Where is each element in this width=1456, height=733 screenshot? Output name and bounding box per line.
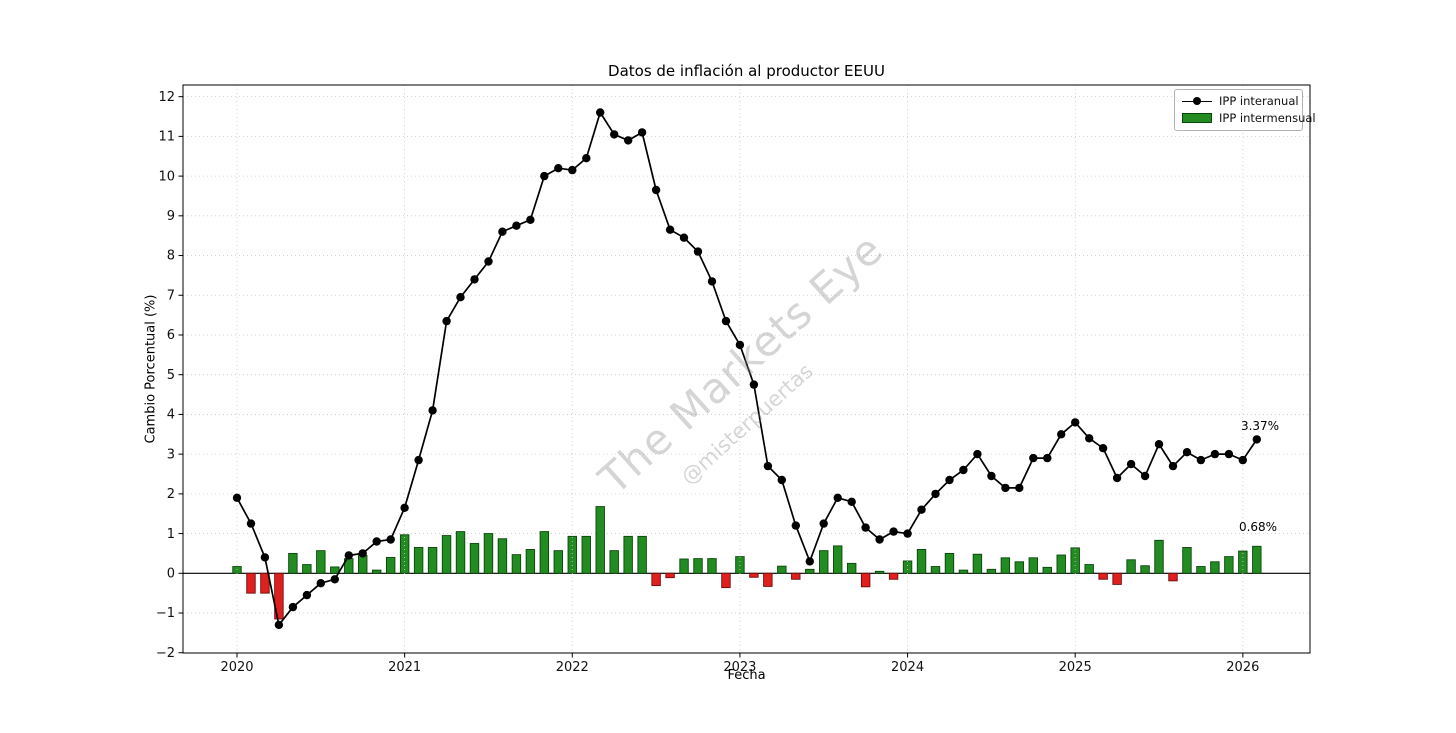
- svg-text:9: 9: [167, 209, 175, 224]
- svg-text:6: 6: [167, 328, 175, 343]
- svg-text:−1: −1: [156, 606, 175, 621]
- svg-text:2024: 2024: [891, 660, 924, 675]
- svg-text:10: 10: [158, 169, 175, 184]
- legend-item-interanual: IPP interanual: [1182, 94, 1299, 108]
- annotation-bar-last-value: 0.68%: [1238, 520, 1278, 534]
- svg-text:5: 5: [167, 368, 175, 383]
- legend: IPP interanual IPP intermensual: [1174, 89, 1316, 131]
- chart-title: Datos de inflación al productor EEUU: [608, 62, 885, 80]
- svg-text:−2: −2: [156, 646, 175, 661]
- svg-text:12: 12: [158, 90, 175, 105]
- svg-text:2021: 2021: [388, 660, 421, 675]
- svg-text:2026: 2026: [1226, 660, 1259, 675]
- svg-text:2025: 2025: [1059, 660, 1092, 675]
- annotation-line-last-value: 3.37%: [1240, 419, 1280, 433]
- svg-text:4: 4: [167, 408, 175, 423]
- legend-label-interanual: IPP interanual: [1219, 94, 1299, 108]
- svg-text:11: 11: [158, 130, 175, 145]
- svg-text:8: 8: [167, 249, 175, 264]
- legend-label-intermensual: IPP intermensual: [1219, 111, 1316, 125]
- svg-text:1: 1: [167, 527, 175, 542]
- svg-text:7: 7: [167, 288, 175, 303]
- svg-text:2: 2: [167, 487, 175, 502]
- svg-text:0: 0: [167, 567, 175, 582]
- x-axis-label: Fecha: [727, 668, 766, 683]
- svg-text:3: 3: [167, 447, 175, 462]
- legend-item-intermensual: IPP intermensual: [1182, 111, 1316, 125]
- svg-text:2023: 2023: [723, 660, 756, 675]
- y-axis-label: Cambio Porcentual (%): [143, 294, 159, 444]
- legend-line-marker-icon: [1182, 96, 1212, 105]
- svg-text:2022: 2022: [556, 660, 589, 675]
- legend-bar-swatch-icon: [1182, 113, 1212, 123]
- svg-text:2020: 2020: [220, 660, 253, 675]
